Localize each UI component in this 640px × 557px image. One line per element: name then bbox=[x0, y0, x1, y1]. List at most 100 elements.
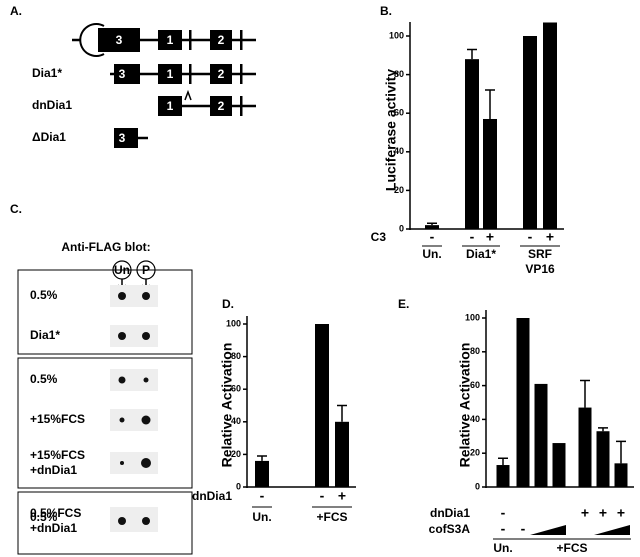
bar bbox=[483, 118, 497, 229]
blot-title: Anti-FLAG blot: bbox=[61, 240, 150, 254]
y-tick-label: 100 bbox=[389, 30, 404, 40]
group-label: +FCS bbox=[556, 541, 587, 555]
error-bar bbox=[485, 89, 495, 119]
panel-label: E. bbox=[398, 297, 409, 311]
panel-label: A. bbox=[10, 4, 22, 18]
blot-strip bbox=[110, 510, 158, 532]
y-tick-label: 60 bbox=[231, 384, 241, 394]
exon-label: 1 bbox=[167, 67, 174, 81]
y-axis-label: Luciferase activity bbox=[383, 69, 399, 191]
bar bbox=[543, 22, 557, 229]
exon bbox=[98, 28, 140, 52]
error-bar bbox=[337, 404, 347, 422]
exon bbox=[210, 30, 232, 50]
y-axis-label: Relative Activation bbox=[219, 343, 235, 468]
error-bar bbox=[498, 457, 508, 466]
bar bbox=[614, 463, 628, 487]
y-tick-label: 0 bbox=[475, 481, 480, 491]
panel-label: C. bbox=[10, 202, 22, 216]
exon bbox=[189, 64, 192, 84]
row-label: dnDia1 bbox=[430, 506, 470, 520]
y-tick-label: 80 bbox=[394, 69, 404, 79]
row-sign: - bbox=[470, 229, 475, 245]
exon bbox=[158, 30, 182, 50]
y-tick-label: 40 bbox=[394, 146, 404, 156]
row-sign: - bbox=[528, 229, 533, 245]
blot-box bbox=[17, 269, 193, 355]
exon bbox=[210, 96, 232, 116]
group-label: Un. bbox=[252, 510, 271, 524]
y-tick-label: 0 bbox=[399, 223, 404, 233]
exon bbox=[240, 64, 243, 84]
row-sign: + bbox=[617, 505, 625, 521]
blot-strip bbox=[110, 285, 158, 307]
error-bar bbox=[616, 440, 626, 464]
row-sign: - bbox=[430, 229, 435, 245]
y-tick-label: 80 bbox=[231, 351, 241, 361]
group-label: Un. bbox=[493, 541, 512, 555]
group-label: Un. bbox=[422, 247, 441, 261]
blot-row-label: +dnDia1 bbox=[30, 463, 77, 477]
error-bar bbox=[427, 222, 437, 226]
row-sign: - bbox=[501, 505, 506, 521]
bar bbox=[335, 421, 349, 487]
y-tick-label: 100 bbox=[465, 312, 480, 322]
blot-row-label: 0.5% bbox=[30, 510, 58, 524]
bar bbox=[516, 318, 530, 487]
panel-a: A. 3 1 2 Dia1* 3 1 2 dnDia1 1 2 ΔDia1 bbox=[10, 4, 256, 148]
y-tick-label: 40 bbox=[231, 416, 241, 426]
bar bbox=[315, 324, 329, 487]
exon bbox=[114, 128, 138, 148]
exon-label: 3 bbox=[116, 33, 123, 47]
blot-row-label: +15%FCS bbox=[30, 412, 85, 426]
bar bbox=[578, 407, 592, 487]
y-tick-label: 100 bbox=[226, 318, 241, 328]
blot-spot bbox=[141, 415, 151, 425]
exon-label: 2 bbox=[218, 67, 225, 81]
blot-strip bbox=[110, 369, 158, 391]
exon bbox=[158, 64, 182, 84]
exon-label: 3 bbox=[119, 131, 126, 145]
y-tick-label: 0 bbox=[236, 481, 241, 491]
row-sign: + bbox=[599, 505, 607, 521]
row-sign: + bbox=[546, 229, 554, 245]
y-tick-label: 20 bbox=[394, 185, 404, 195]
blot-strip bbox=[110, 325, 158, 347]
y-tick-label: 40 bbox=[470, 414, 480, 424]
blot-box bbox=[17, 357, 193, 489]
row-sign: - bbox=[521, 521, 526, 537]
panel-c: C. Anti-FLAG blot: Un P 0.5%Dia1*0.5%+15… bbox=[10, 202, 193, 555]
bar bbox=[255, 460, 269, 487]
row-label: C3 bbox=[371, 230, 387, 244]
exon bbox=[240, 30, 243, 50]
construct-label: ΔDia1 bbox=[32, 130, 66, 144]
blot-spot bbox=[142, 292, 150, 300]
exon-label: 1 bbox=[167, 99, 174, 113]
blot-row-label: 0.5% bbox=[30, 288, 58, 302]
error-bar bbox=[257, 455, 267, 461]
bar bbox=[523, 36, 537, 229]
row-sign: + bbox=[338, 488, 346, 504]
caret bbox=[184, 89, 192, 101]
bar bbox=[596, 431, 610, 487]
bar bbox=[534, 383, 548, 487]
y-axis-label: Relative Activation bbox=[457, 343, 473, 468]
blot-row-label: +15%FCS bbox=[30, 448, 85, 462]
wedge bbox=[594, 525, 630, 535]
blot-row-label: 0.5%FCS bbox=[30, 506, 81, 520]
blot-spot bbox=[118, 517, 126, 525]
exon bbox=[240, 96, 243, 116]
blot-box bbox=[17, 491, 193, 555]
y-tick-label: 60 bbox=[470, 380, 480, 390]
blot-strip bbox=[110, 409, 158, 431]
group-label: Dia1* bbox=[466, 247, 496, 261]
y-tick-label: 20 bbox=[470, 448, 480, 458]
exon bbox=[189, 30, 192, 50]
blot-spot bbox=[141, 458, 151, 468]
blot-row-label: +dnDia1 bbox=[30, 521, 77, 535]
group-label: VP16 bbox=[525, 262, 555, 276]
wedge bbox=[530, 525, 566, 535]
error-bar bbox=[598, 427, 608, 432]
bar bbox=[425, 225, 439, 229]
y-tick-label: 80 bbox=[470, 346, 480, 356]
